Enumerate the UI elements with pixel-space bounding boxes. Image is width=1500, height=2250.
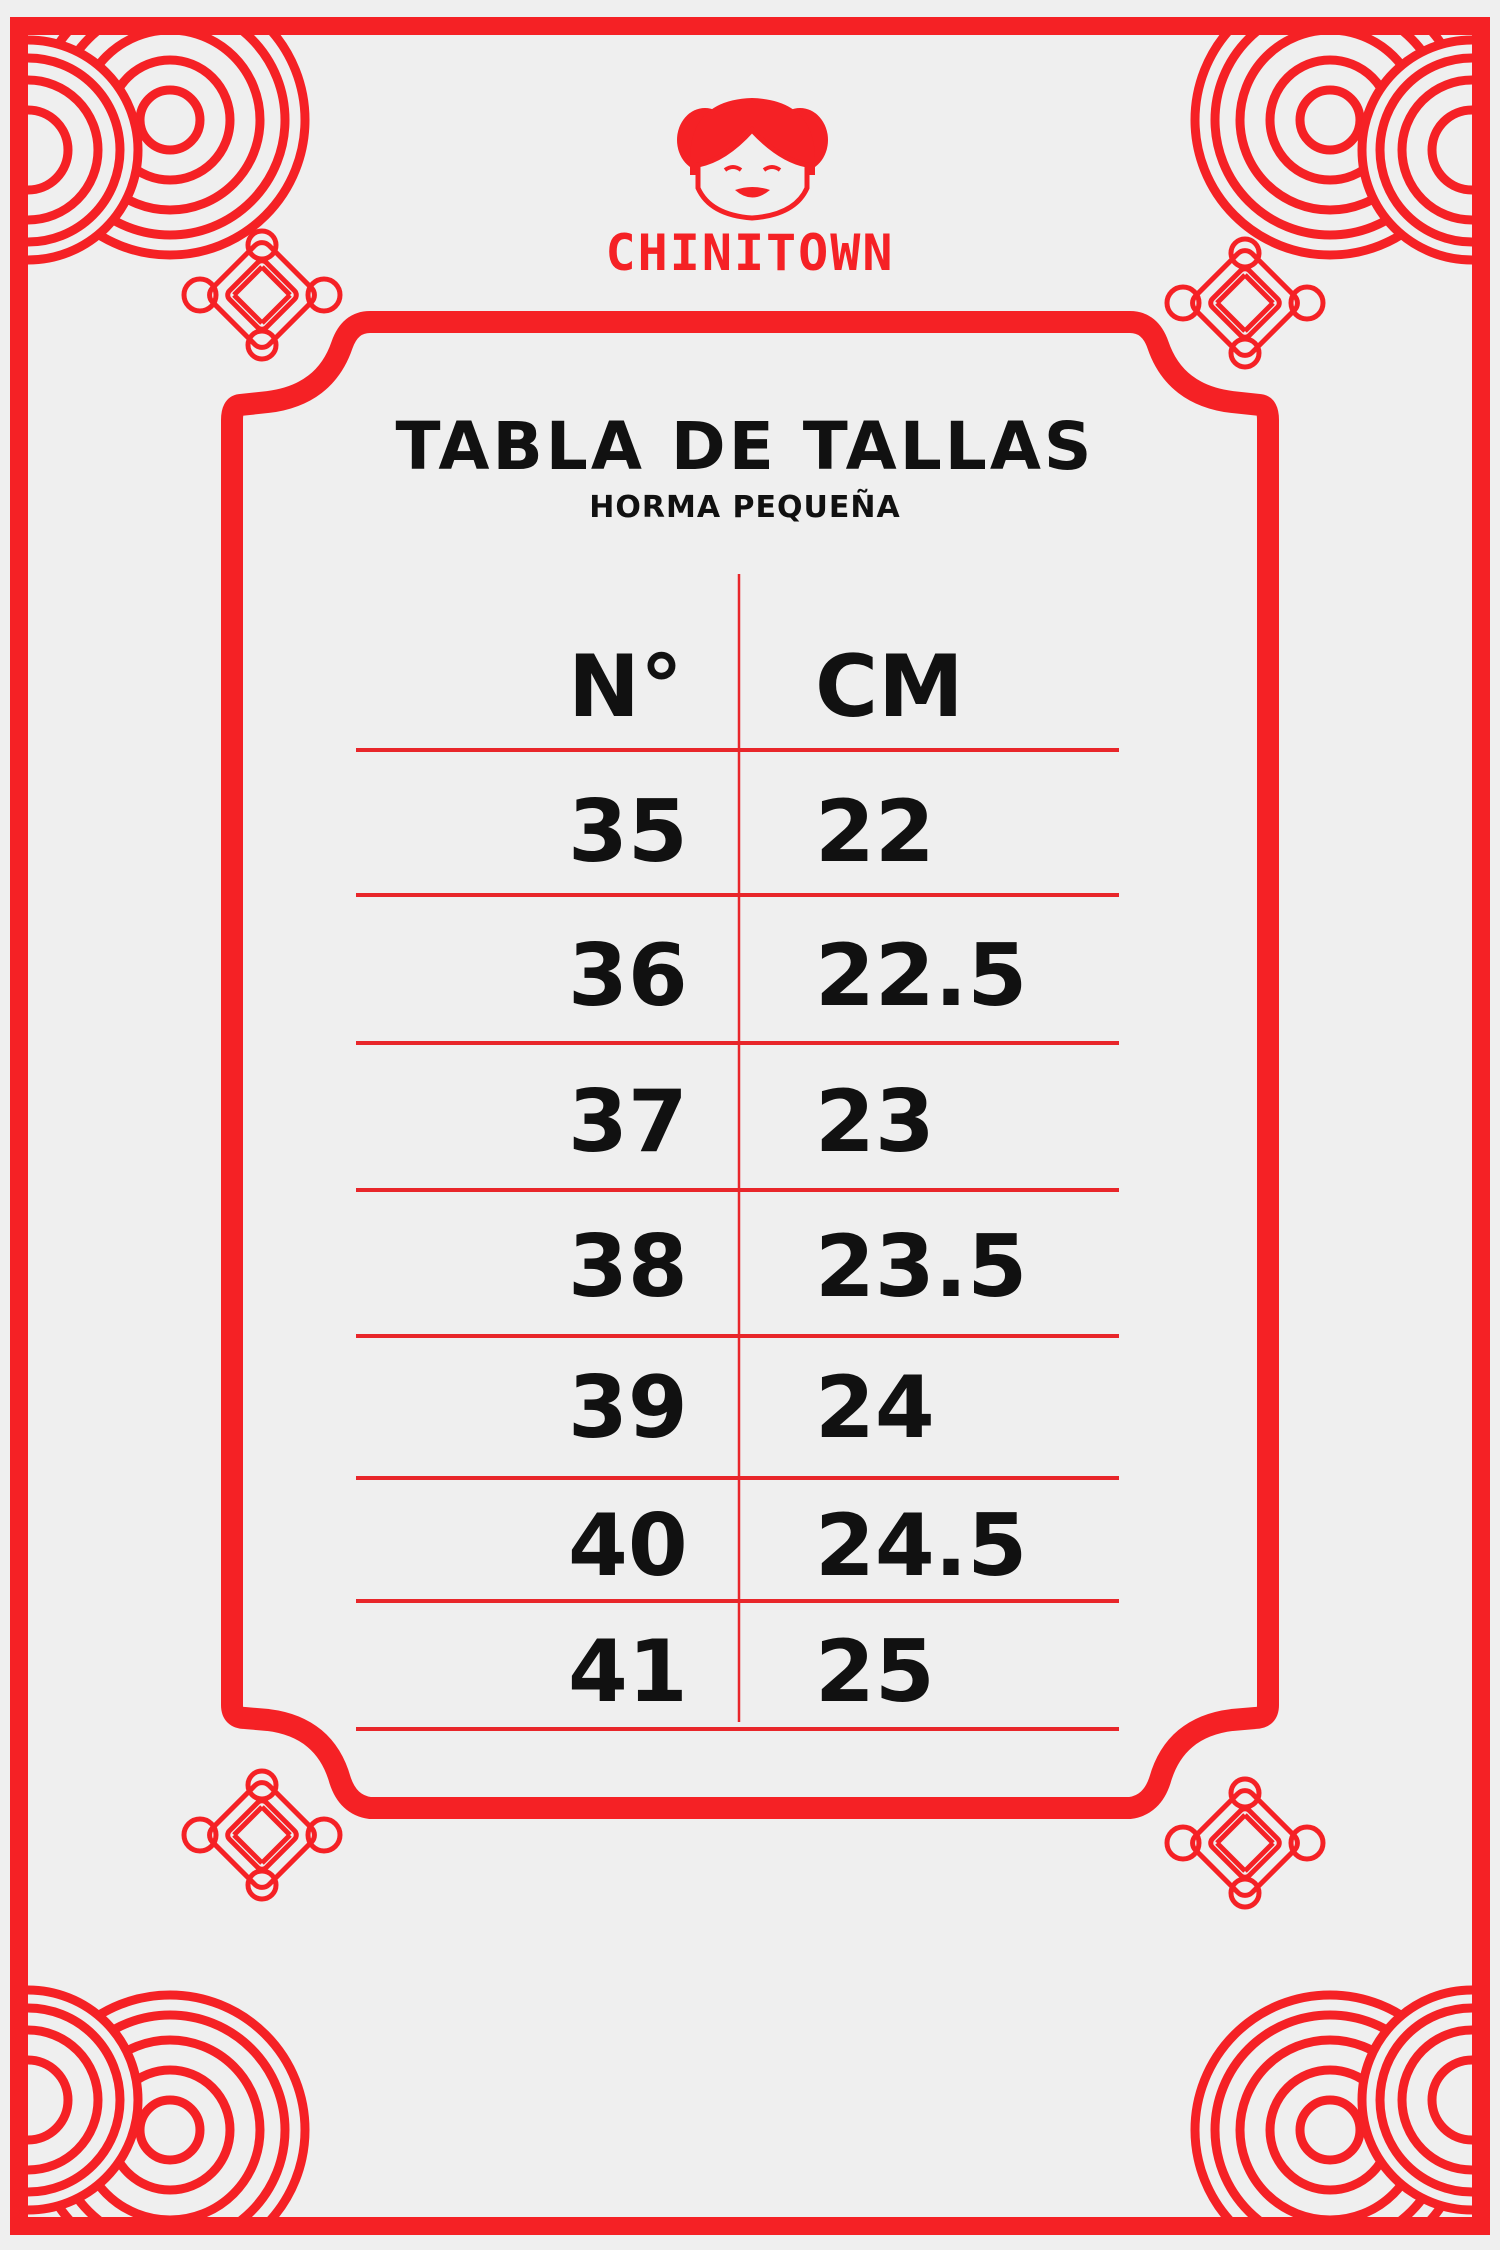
size-cell: 36 <box>568 926 688 1026</box>
cm-cell: 22 <box>815 782 935 882</box>
size-cell: 41 <box>568 1622 688 1722</box>
cm-cell: 22.5 <box>815 926 1028 1026</box>
wave-corner-bottom-left <box>0 1990 305 2250</box>
size-cell: 35 <box>568 782 688 882</box>
column-header-cm: CM <box>815 637 964 737</box>
table-grid <box>356 574 1119 1731</box>
page-title: TABLA DE TALLAS <box>395 408 1095 485</box>
size-cell: 40 <box>568 1496 688 1596</box>
knot-icon <box>1167 1779 1323 1907</box>
wave-corner-top-left <box>0 0 305 260</box>
size-cell: 38 <box>568 1217 688 1317</box>
page-subtitle: HORMA PEQUEÑA <box>589 490 901 525</box>
cm-cell: 23.5 <box>815 1217 1028 1317</box>
brand-logo-text: CHINITOWN <box>605 224 895 282</box>
column-header-size: N° <box>568 637 683 737</box>
size-cell: 39 <box>568 1358 688 1458</box>
size-cell: 37 <box>568 1072 688 1172</box>
logo-face-icon <box>677 98 828 221</box>
wave-corner-bottom-right <box>1195 1990 1500 2250</box>
wave-corner-top-right <box>1195 0 1500 260</box>
knot-icon <box>184 1771 340 1899</box>
cm-cell: 24 <box>815 1358 935 1458</box>
outer-border <box>10 17 1490 2235</box>
inner-frame <box>221 311 1279 1819</box>
cm-cell: 23 <box>815 1072 935 1172</box>
cm-cell: 24.5 <box>815 1496 1028 1596</box>
cm-cell: 25 <box>815 1622 935 1722</box>
